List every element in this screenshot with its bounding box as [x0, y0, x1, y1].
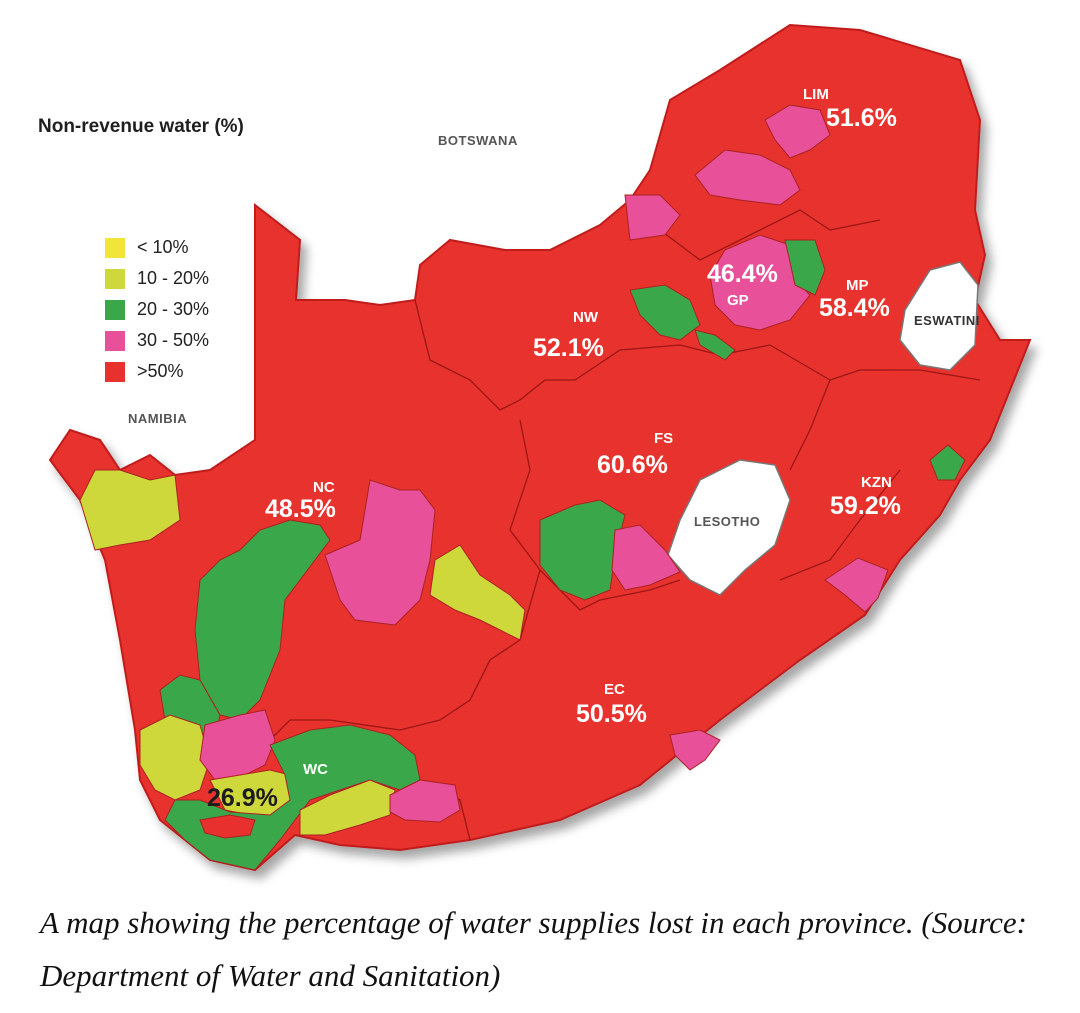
district-nc-lime-east [429, 544, 526, 641]
district-wc-pink [199, 709, 276, 781]
district-fs-pink [611, 524, 681, 591]
legend-swatch [105, 268, 125, 289]
district-nc-pink [324, 479, 436, 626]
district-gp-green [784, 239, 826, 296]
province-value-ec: 50.5% [576, 700, 647, 728]
legend-label: 30 - 50% [137, 330, 210, 350]
legend-item: 10 - 20% [105, 263, 209, 294]
province-code-ec: EC [604, 681, 625, 698]
district-wc-pink-east [389, 779, 461, 823]
district-kzn-pink [824, 557, 889, 613]
country-label-namibia: NAMIBIA [128, 411, 188, 426]
legend-swatch [105, 299, 125, 320]
lesotho-shape [667, 459, 791, 596]
province-value-mp: 58.4% [819, 294, 890, 322]
country-label-lesotho: LESOTHO [694, 514, 761, 529]
eswatini-shape [899, 261, 979, 371]
map-caption: A map showing the percentage of water su… [40, 905, 1027, 993]
legend-label: >50% [137, 361, 184, 381]
legend-item: < 10% [105, 232, 209, 263]
province-code-nw: NW [573, 309, 598, 326]
province-code-kzn: KZN [861, 474, 892, 491]
district-nw-green-2 [694, 329, 736, 361]
province-code-fs: FS [654, 430, 674, 447]
district-nc-green [194, 519, 331, 721]
country-label-eswatini: ESWATINI [914, 313, 980, 328]
district-nc-lime-west [79, 469, 181, 551]
province-value-lim: 51.6% [826, 104, 897, 132]
legend-swatch [105, 237, 125, 258]
south-africa-map [48, 23, 1032, 872]
legend-item: 20 - 30% [105, 294, 209, 325]
province-value-fs: 60.6% [597, 451, 668, 479]
province-code-mp: MP [846, 277, 869, 294]
district-fs-green [539, 499, 626, 601]
province-code-gp: GP [727, 292, 749, 309]
district-nw-green [629, 284, 701, 341]
province-value-kzn: 59.2% [830, 492, 901, 520]
province-value-nw: 52.1% [533, 334, 604, 362]
legend-title: Non-revenue water (%) [38, 116, 244, 137]
district-lim-pink-1 [764, 104, 831, 159]
district-gp-pink [709, 234, 811, 331]
legend-item: >50% [105, 356, 209, 387]
legend-label: < 10% [137, 237, 189, 257]
province-code-nc: NC [313, 479, 335, 496]
province-code-lim: LIM [803, 86, 829, 103]
province-value-gp: 46.4% [707, 260, 778, 288]
district-wc-red-south [199, 814, 256, 839]
legend-item: 30 - 50% [105, 325, 209, 356]
district-wc-lime-west [139, 714, 211, 801]
legend-label: 20 - 30% [137, 299, 210, 319]
district-ec-pink [669, 729, 721, 771]
legend-swatch [105, 361, 125, 382]
province-value-nc: 48.5% [265, 495, 336, 523]
province-value-wc: 26.9% [207, 784, 278, 812]
district-lim-pink-3 [624, 194, 681, 241]
country-label-botswana: BOTSWANA [438, 133, 518, 148]
province-code-wc: WC [303, 761, 328, 778]
district-lim-pink-2 [694, 149, 801, 206]
district-wc-lime-south [299, 779, 396, 836]
district-kzn-green [929, 444, 966, 481]
legend: < 10% 10 - 20% 20 - 30% 30 - 50% >50% [105, 232, 209, 387]
legend-swatch [105, 330, 125, 351]
legend-label: 10 - 20% [137, 268, 210, 288]
